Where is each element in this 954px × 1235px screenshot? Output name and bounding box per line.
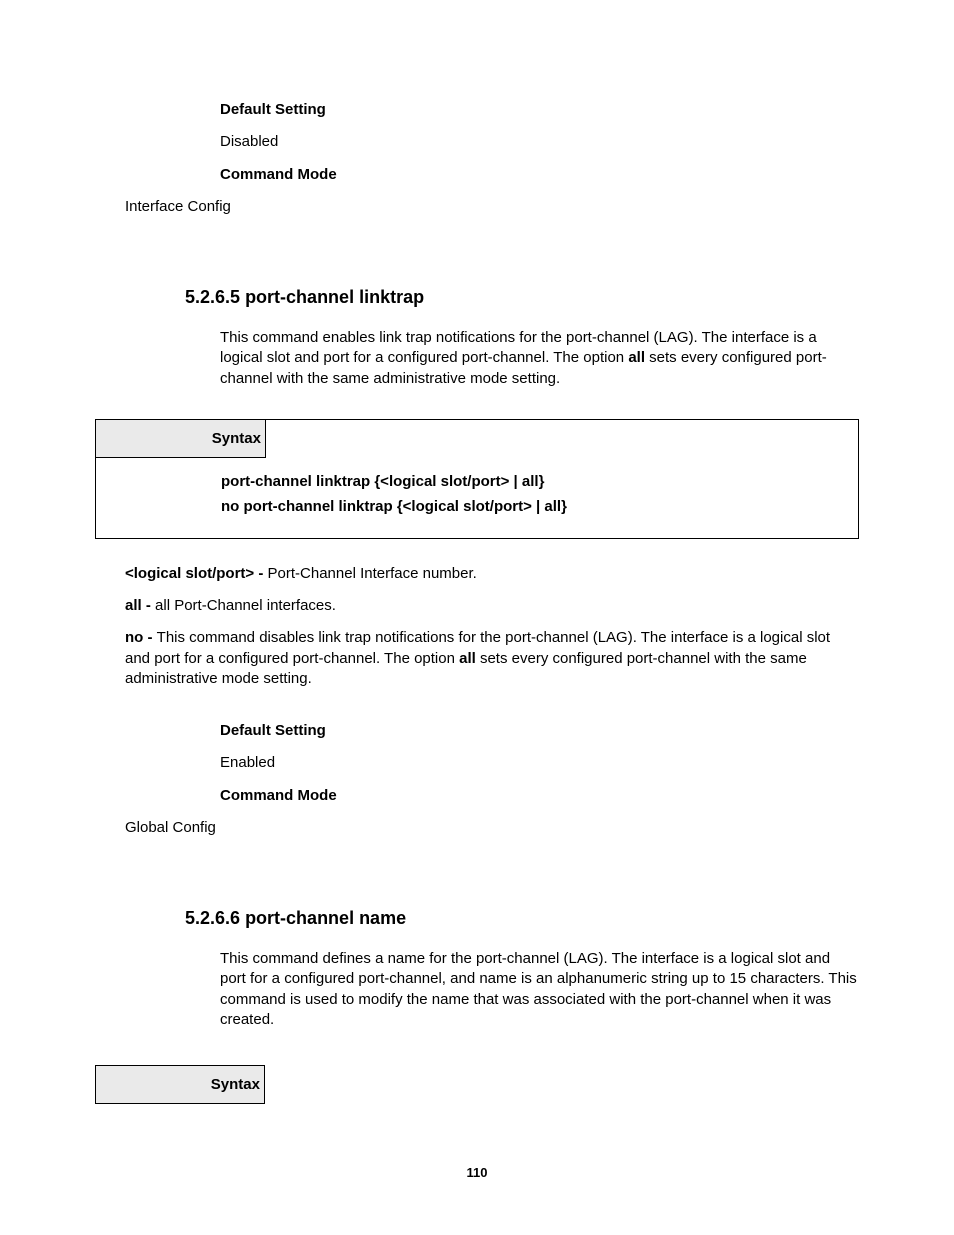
param-no: no - This command disables link trap not… xyxy=(125,628,859,689)
default-setting-label-1: Default Setting xyxy=(220,100,859,120)
param3-key: no - xyxy=(125,629,157,646)
syntax-tab-linktrap: Syntax xyxy=(96,420,266,458)
default-setting-value-1: Disabled xyxy=(220,132,859,152)
section3-description: This command defines a name for the port… xyxy=(220,949,859,1030)
syntax-label-3: Syntax xyxy=(211,1076,264,1093)
syntax-tab-name: Syntax xyxy=(95,1065,265,1104)
syntax-body-linktrap: port-channel linktrap {<logical slot/por… xyxy=(96,458,858,538)
param3-bold: all xyxy=(459,650,476,667)
syntax-label-2: Syntax xyxy=(212,430,265,447)
param-logical-slot: <logical slot/port> - Port-Channel Inter… xyxy=(125,564,859,584)
section2-description: This command enables link trap notificat… xyxy=(220,328,859,389)
param2-key: all - xyxy=(125,597,155,614)
syntax-line-2: no port-channel linktrap {<logical slot/… xyxy=(221,498,858,515)
param1-val: Port-Channel Interface number. xyxy=(268,565,477,582)
section-heading-name: 5.2.6.6 port-channel name xyxy=(185,908,859,929)
section-title-2: port-channel linktrap xyxy=(245,287,424,307)
section-number-2: 5.2.6.5 xyxy=(185,287,240,307)
section-number-3: 5.2.6.6 xyxy=(185,908,240,928)
command-mode-label-2: Command Mode xyxy=(220,786,859,806)
command-mode-value-2: Global Config xyxy=(125,818,859,838)
param2-val: all Port-Channel interfaces. xyxy=(155,597,336,614)
desc-bold-2: all xyxy=(628,349,645,366)
command-mode-label-1: Command Mode xyxy=(220,165,859,185)
default-setting-value-2: Enabled xyxy=(220,753,859,773)
section-title-3: port-channel name xyxy=(245,908,406,928)
syntax-box-linktrap: Syntax port-channel linktrap {<logical s… xyxy=(95,419,859,539)
command-mode-value-1: Interface Config xyxy=(125,197,859,217)
section-heading-linktrap: 5.2.6.5 port-channel linktrap xyxy=(185,287,859,308)
param1-key: <logical slot/port> - xyxy=(125,565,268,582)
default-setting-label-2: Default Setting xyxy=(220,721,859,741)
param-all: all - all Port-Channel interfaces. xyxy=(125,596,859,616)
page-number: 110 xyxy=(0,1165,954,1180)
syntax-line-1: port-channel linktrap {<logical slot/por… xyxy=(221,473,858,490)
